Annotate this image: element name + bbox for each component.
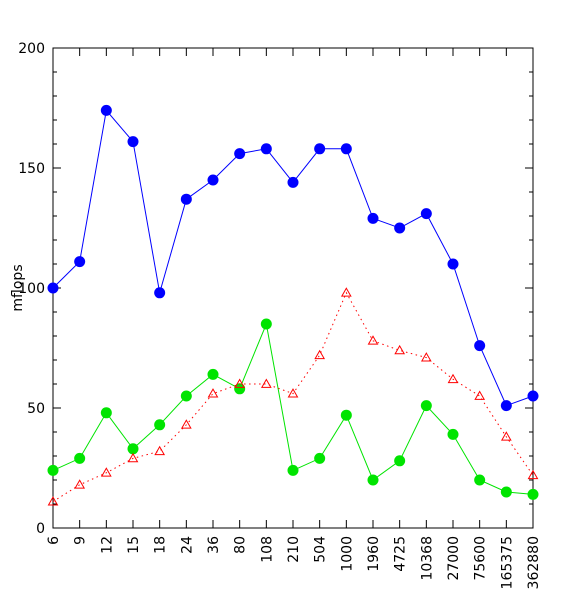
- data-point-circle: [154, 287, 166, 299]
- x-tick-label: 80: [233, 536, 249, 554]
- data-point-circle: [474, 340, 486, 352]
- data-point-circle: [314, 143, 326, 155]
- y-tick-label: 0: [36, 521, 45, 537]
- y-tick-label: 50: [27, 401, 45, 417]
- data-point-circle: [100, 104, 112, 116]
- data-point-circle: [47, 464, 59, 476]
- x-tick-label: 75600: [473, 536, 489, 581]
- data-series: [47, 104, 539, 506]
- data-point-triangle: [314, 349, 326, 360]
- data-point-circle: [207, 368, 219, 380]
- y-tick-label: 150: [18, 161, 45, 177]
- data-point-circle: [100, 407, 112, 419]
- x-tick-label: 36: [206, 536, 222, 554]
- data-point-circle: [367, 474, 379, 486]
- data-point-triangle: [260, 378, 272, 388]
- data-point-circle: [74, 452, 86, 464]
- data-point-circle: [527, 390, 539, 402]
- data-point-circle: [234, 383, 246, 395]
- data-point-circle: [500, 486, 512, 498]
- data-point-circle: [474, 474, 486, 486]
- data-point-triangle: [394, 344, 406, 355]
- data-point-triangle: [340, 287, 352, 297]
- data-point-triangle: [500, 431, 512, 441]
- data-point-circle: [47, 282, 59, 294]
- data-point-triangle: [100, 467, 112, 477]
- data-point-circle: [500, 400, 512, 412]
- x-tick-label: 1960: [366, 536, 382, 572]
- data-point-triangle: [127, 452, 139, 463]
- data-point-circle: [127, 443, 139, 455]
- data-point-circle: [447, 258, 459, 270]
- data-point-triangle: [154, 445, 166, 456]
- data-point-circle: [394, 222, 406, 234]
- data-point-circle: [180, 390, 192, 402]
- series-2: [47, 287, 539, 506]
- series-line: [52, 109, 534, 407]
- data-point-triangle: [234, 378, 246, 388]
- y-axis-title: mflops: [10, 264, 26, 311]
- data-point-triangle: [420, 352, 432, 362]
- x-tick-label: 108: [259, 536, 275, 563]
- x-tick-label: 15: [126, 536, 142, 554]
- axis-ticks: [52, 47, 534, 529]
- y-tick-label: 100: [18, 281, 45, 297]
- data-point-circle: [420, 208, 432, 220]
- data-point-triangle: [47, 496, 59, 506]
- x-tick-label: 210: [286, 536, 302, 563]
- data-point-circle: [447, 428, 459, 440]
- data-point-circle: [207, 174, 219, 186]
- data-point-circle: [260, 143, 272, 155]
- x-tick-label: 9: [73, 536, 89, 545]
- data-point-circle: [127, 136, 139, 148]
- x-tick-labels: 6 9 12 15 18 24 36 80 108 210 504 1000 1960 4725 10368…: [46, 536, 542, 590]
- data-point-triangle: [287, 388, 299, 398]
- data-point-circle: [367, 212, 379, 224]
- y-tick-labels: 0 50 100 150 200: [18, 41, 45, 537]
- series-line: [52, 291, 534, 503]
- data-point-triangle: [367, 335, 379, 345]
- x-tick-label: 12: [99, 536, 115, 554]
- y-tick-label: 200: [18, 41, 45, 57]
- x-tick-label: 1000: [339, 536, 355, 572]
- data-point-triangle: [74, 479, 86, 489]
- data-point-circle: [260, 318, 272, 330]
- x-tick-label: 18: [153, 536, 169, 554]
- data-point-circle: [527, 488, 539, 500]
- data-point-circle: [234, 148, 246, 160]
- x-tick-label: 504: [313, 536, 329, 563]
- x-tick-label: 10368: [419, 536, 435, 581]
- x-tick-label: 24: [179, 536, 195, 554]
- series-1: [47, 318, 539, 500]
- data-point-circle: [340, 409, 352, 421]
- data-point-triangle: [180, 419, 192, 429]
- x-tick-label: 362880: [526, 536, 542, 589]
- data-point-triangle: [207, 388, 219, 398]
- data-point-triangle: [474, 390, 486, 400]
- x-tick-label: 165375: [499, 536, 515, 589]
- data-point-circle: [287, 176, 299, 188]
- x-tick-label: 4725: [393, 536, 409, 572]
- x-tick-label: 27000: [446, 536, 462, 581]
- data-point-circle: [154, 419, 166, 431]
- data-point-circle: [314, 452, 326, 464]
- data-point-circle: [420, 400, 432, 412]
- data-point-triangle: [527, 469, 539, 480]
- series-0: [47, 104, 539, 412]
- data-point-circle: [394, 455, 406, 467]
- data-point-triangle: [447, 373, 459, 384]
- data-point-circle: [180, 193, 192, 205]
- x-tick-label: 6: [46, 536, 62, 545]
- data-point-circle: [74, 256, 86, 268]
- data-point-circle: [340, 143, 352, 155]
- data-point-circle: [287, 464, 299, 476]
